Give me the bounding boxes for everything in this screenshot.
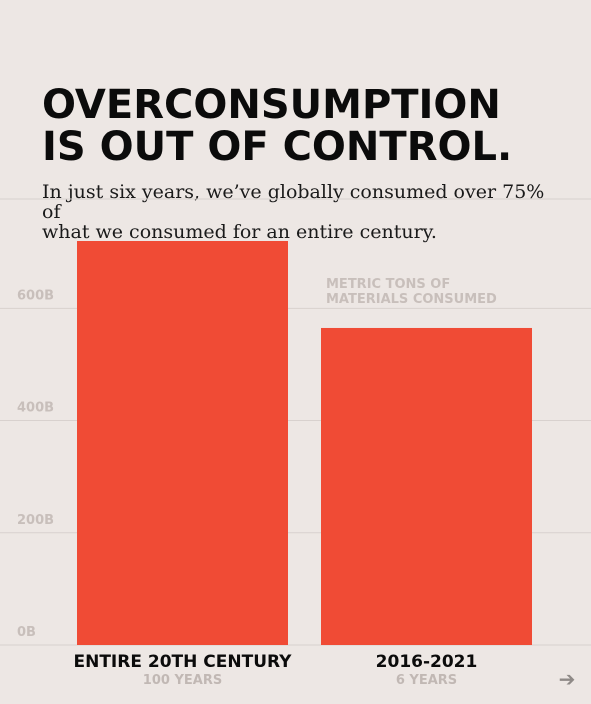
x-category-sublabel: 100 YEARS	[143, 673, 222, 688]
chart-title: OVERCONSUMPTION IS OUT OF CONTROL.	[42, 82, 513, 170]
chart-subtitle: In just six years, we’ve globally consum…	[42, 181, 545, 243]
x-category-sublabel: 6 YEARS	[396, 673, 457, 688]
y-tick-label: 200B	[17, 513, 54, 528]
y-tick-label: 0B	[17, 625, 36, 640]
x-category-label: ENTIRE 20TH CENTURY	[74, 652, 293, 672]
bar	[321, 327, 532, 645]
bars	[77, 241, 532, 645]
y-axis-ticks: 0B 200B 400B 600B	[17, 288, 54, 640]
x-category-label: 2016-2021	[376, 652, 478, 672]
bar	[77, 241, 288, 645]
next-arrow-icon[interactable]: ➔	[558, 667, 576, 691]
y-tick-label: 600B	[17, 288, 54, 303]
y-tick-label: 400B	[17, 401, 54, 416]
y-axis-label: METRIC TONS OF MATERIALS CONSUMED	[326, 277, 497, 307]
